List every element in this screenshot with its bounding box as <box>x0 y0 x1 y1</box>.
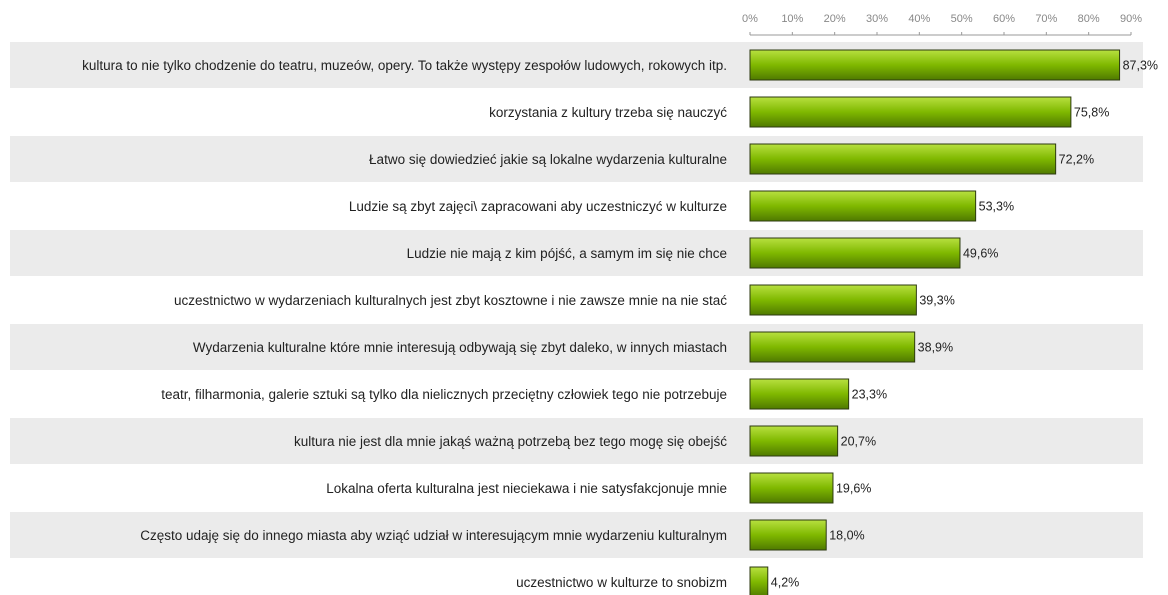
bar <box>749 472 834 504</box>
value-label: 87,3% <box>1123 58 1158 72</box>
bar <box>749 143 1057 175</box>
x-tick-label: 10% <box>781 13 803 25</box>
value-label: 75,8% <box>1074 105 1109 119</box>
category-label: Wydarzenia kulturalne które mnie interes… <box>192 339 727 355</box>
bar <box>749 284 917 316</box>
category-label: teatr, filharmonia, galerie sztuki są ty… <box>161 386 727 402</box>
bar <box>749 519 827 551</box>
value-label: 20,7% <box>841 434 876 448</box>
category-label: Ludzie nie mają z kim pójść, a samym im … <box>406 245 727 261</box>
bar <box>749 237 961 269</box>
category-label: korzystania z kultury trzeba się nauczyć <box>489 104 727 120</box>
category-label: Często udaję się do innego miasta aby wz… <box>140 527 727 543</box>
category-label: kultura nie jest dla mnie jakąś ważną po… <box>294 433 727 449</box>
category-label: uczestnictwo w kulturze to snobizm <box>516 574 727 590</box>
value-label: 18,0% <box>829 528 864 542</box>
x-tick-label: 50% <box>951 13 973 25</box>
x-tick-label: 80% <box>1078 13 1100 25</box>
row-band <box>10 512 1143 558</box>
value-label: 19,6% <box>836 481 871 495</box>
row-band <box>10 418 1143 464</box>
row-band <box>10 324 1143 370</box>
value-label: 38,9% <box>918 340 953 354</box>
category-label: Ludzie są zbyt zajęci\ zapracowani aby u… <box>348 198 727 214</box>
value-label: 4,2% <box>771 575 800 589</box>
value-label: 39,3% <box>919 293 954 307</box>
category-label: uczestnictwo w wydarzeniach kulturalnych… <box>174 292 727 308</box>
x-tick-label: 0% <box>742 13 758 25</box>
bar <box>749 49 1121 81</box>
value-label: 53,3% <box>979 199 1014 213</box>
value-label: 23,3% <box>852 387 887 401</box>
x-tick-label: 30% <box>866 13 888 25</box>
category-label: kultura to nie tylko chodzenie do teatru… <box>82 57 727 73</box>
bar <box>749 425 839 457</box>
x-tick-label: 70% <box>1035 13 1057 25</box>
x-tick-label: 90% <box>1120 13 1142 25</box>
bar <box>749 96 1072 128</box>
x-tick-label: 20% <box>824 13 846 25</box>
category-label: Łatwo się dowiedzieć jakie są lokalne wy… <box>369 151 727 167</box>
category-label: Lokalna oferta kulturalna jest nieciekaw… <box>326 480 727 496</box>
x-tick-label: 60% <box>993 13 1015 25</box>
bar <box>749 566 769 595</box>
x-tick-label: 40% <box>908 13 930 25</box>
bar <box>749 190 977 222</box>
bar <box>749 331 916 363</box>
value-label: 72,2% <box>1059 152 1094 166</box>
value-label: 49,6% <box>963 246 998 260</box>
bar <box>749 378 850 410</box>
